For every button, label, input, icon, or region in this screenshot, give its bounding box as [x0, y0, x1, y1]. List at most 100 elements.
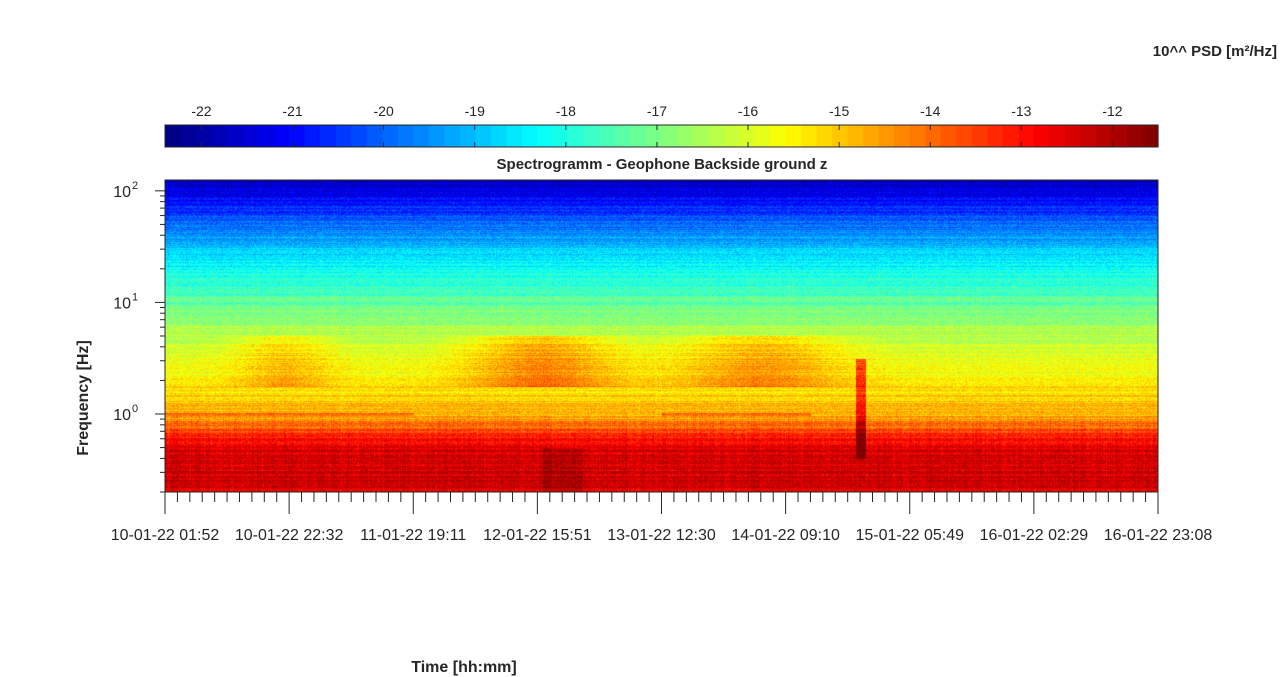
- colorbar-segment: [304, 125, 321, 147]
- colorbar-segment: [1126, 125, 1144, 147]
- colorbar-segment: [1033, 125, 1050, 147]
- colorbar-segment: [1049, 125, 1066, 147]
- colorbar-tick-label: -21: [282, 103, 302, 119]
- colorbar-segment: [832, 125, 849, 147]
- colorbar-segment: [987, 125, 1004, 147]
- colorbar-segment: [878, 125, 895, 147]
- x-tick-label: 12-01-22 15:51: [483, 527, 592, 544]
- colorbar-segment: [1002, 125, 1019, 147]
- colorbar-segment: [614, 125, 632, 147]
- colorbar-segment: [770, 125, 787, 147]
- colorbar-segment: [583, 125, 601, 147]
- colorbar-tick-label: -19: [465, 103, 485, 119]
- colorbar-segment: [258, 125, 275, 147]
- colorbar-segment: [599, 125, 616, 147]
- x-tick-label: 16-01-22 23:08: [1104, 527, 1213, 544]
- colorbar-segment: [692, 125, 709, 147]
- chart-title: Spectrogramm - Geophone Backside ground …: [497, 156, 828, 173]
- colorbar-segment: [444, 125, 461, 147]
- colorbar-segment: [521, 125, 538, 147]
- colorbar-segment: [506, 125, 523, 147]
- colorbar-segment: [227, 125, 244, 147]
- x-tick-label: 10-01-22 01:52: [111, 527, 220, 544]
- colorbar-label: 10^^ PSD [m²/Hz]: [1153, 43, 1277, 60]
- colorbar-segment: [289, 125, 306, 147]
- colorbar-segment: [459, 125, 476, 147]
- colorbar-segment: [490, 125, 507, 147]
- colorbar-segment: [801, 125, 818, 147]
- colorbar-segment: [1095, 125, 1113, 147]
- colorbar-segment: [708, 125, 725, 147]
- colorbar-segment: [1111, 125, 1128, 147]
- colorbar-segment: [925, 125, 942, 147]
- colorbar-tick-label: -18: [556, 103, 576, 119]
- y-tick-exponent: 1: [132, 291, 138, 303]
- colorbar-segment: [165, 125, 182, 147]
- colorbar-segment: [909, 125, 926, 147]
- colorbar-tick-label: -13: [1011, 103, 1031, 119]
- colorbar-frame: [164, 124, 1159, 148]
- colorbar-segment: [754, 125, 771, 147]
- colorbar-segment: [816, 125, 833, 147]
- colorbar-segment: [863, 125, 880, 147]
- colorbar-segment: [661, 125, 678, 147]
- colorbar-segment: [273, 125, 290, 147]
- x-tick-label: 15-01-22 05:49: [855, 527, 964, 544]
- colorbar-segment: [940, 125, 957, 147]
- colorbar-segment: [397, 125, 414, 147]
- y-tick-exponent: 2: [132, 180, 138, 192]
- colorbar-segment: [630, 125, 647, 147]
- colorbar-segment: [382, 125, 399, 147]
- colorbar-segment: [428, 125, 445, 147]
- colorbar-tick-label: -14: [920, 103, 940, 119]
- colorbar-segment: [552, 125, 570, 147]
- colorbar-segment: [1018, 125, 1035, 147]
- colorbar-segment: [568, 125, 585, 147]
- x-axis: 10-01-22 01:52 10-01-22 22:32 11-01-22 19:…: [111, 492, 1213, 544]
- y-tick-exponent: 0: [132, 403, 138, 415]
- colorbar-segment: [894, 125, 911, 147]
- colorbar-segment: [1142, 125, 1159, 147]
- colorbar-segment: [847, 125, 864, 147]
- colorbar-tick-label: -12: [1102, 103, 1122, 119]
- colorbar-segment: [537, 125, 554, 147]
- colorbar-segment: [242, 125, 259, 147]
- colorbar-segment: [413, 125, 430, 147]
- y-tick-label: 10: [113, 295, 131, 312]
- colorbar-tick-label: -20: [374, 103, 394, 119]
- x-axis-label: Time [hh:mm]: [411, 659, 516, 676]
- colorbar: [164, 124, 1159, 148]
- colorbar-segment: [320, 125, 337, 147]
- colorbar-segment: [956, 125, 973, 147]
- colorbar-segment: [723, 125, 740, 147]
- colorbar-segment: [211, 125, 228, 147]
- colorbar-segment: [196, 125, 213, 147]
- colorbar-segment: [335, 125, 352, 147]
- colorbar-segment: [785, 125, 802, 147]
- x-tick-label: 13-01-22 12:30: [607, 527, 716, 544]
- x-tick-label: 16-01-22 02:29: [980, 527, 1089, 544]
- x-tick-label: 11-01-22 19:11: [360, 527, 466, 544]
- y-tick-label: 10: [113, 184, 131, 201]
- colorbar-tick-label: -16: [738, 103, 758, 119]
- colorbar-segment: [645, 125, 663, 147]
- spectrogram-plot: [165, 180, 1158, 492]
- x-tick-label: 10-01-22 22:32: [235, 527, 344, 544]
- colorbar-tick-label: -17: [647, 103, 667, 119]
- x-tick-label: 14-01-22 09:10: [731, 527, 840, 544]
- colorbar-segment: [1080, 125, 1097, 147]
- colorbar-tick-label: -22: [191, 103, 211, 119]
- y-axis-label: Frequency [Hz]: [75, 340, 92, 456]
- colorbar-segment: [351, 125, 368, 147]
- colorbar-ticks: -22 -21 -20 -19 -18 -17 -16 -15 -14 -13 -12: [191, 103, 1123, 147]
- colorbar-segment: [971, 125, 988, 147]
- colorbar-segment: [677, 125, 694, 147]
- colorbar-segment: [180, 125, 197, 147]
- colorbar-tick-label: -15: [829, 103, 849, 119]
- y-tick-label: 10: [113, 407, 131, 424]
- colorbar-segment: [1064, 125, 1082, 147]
- colorbar-segment: [475, 125, 492, 147]
- colorbar-segment: [739, 125, 756, 147]
